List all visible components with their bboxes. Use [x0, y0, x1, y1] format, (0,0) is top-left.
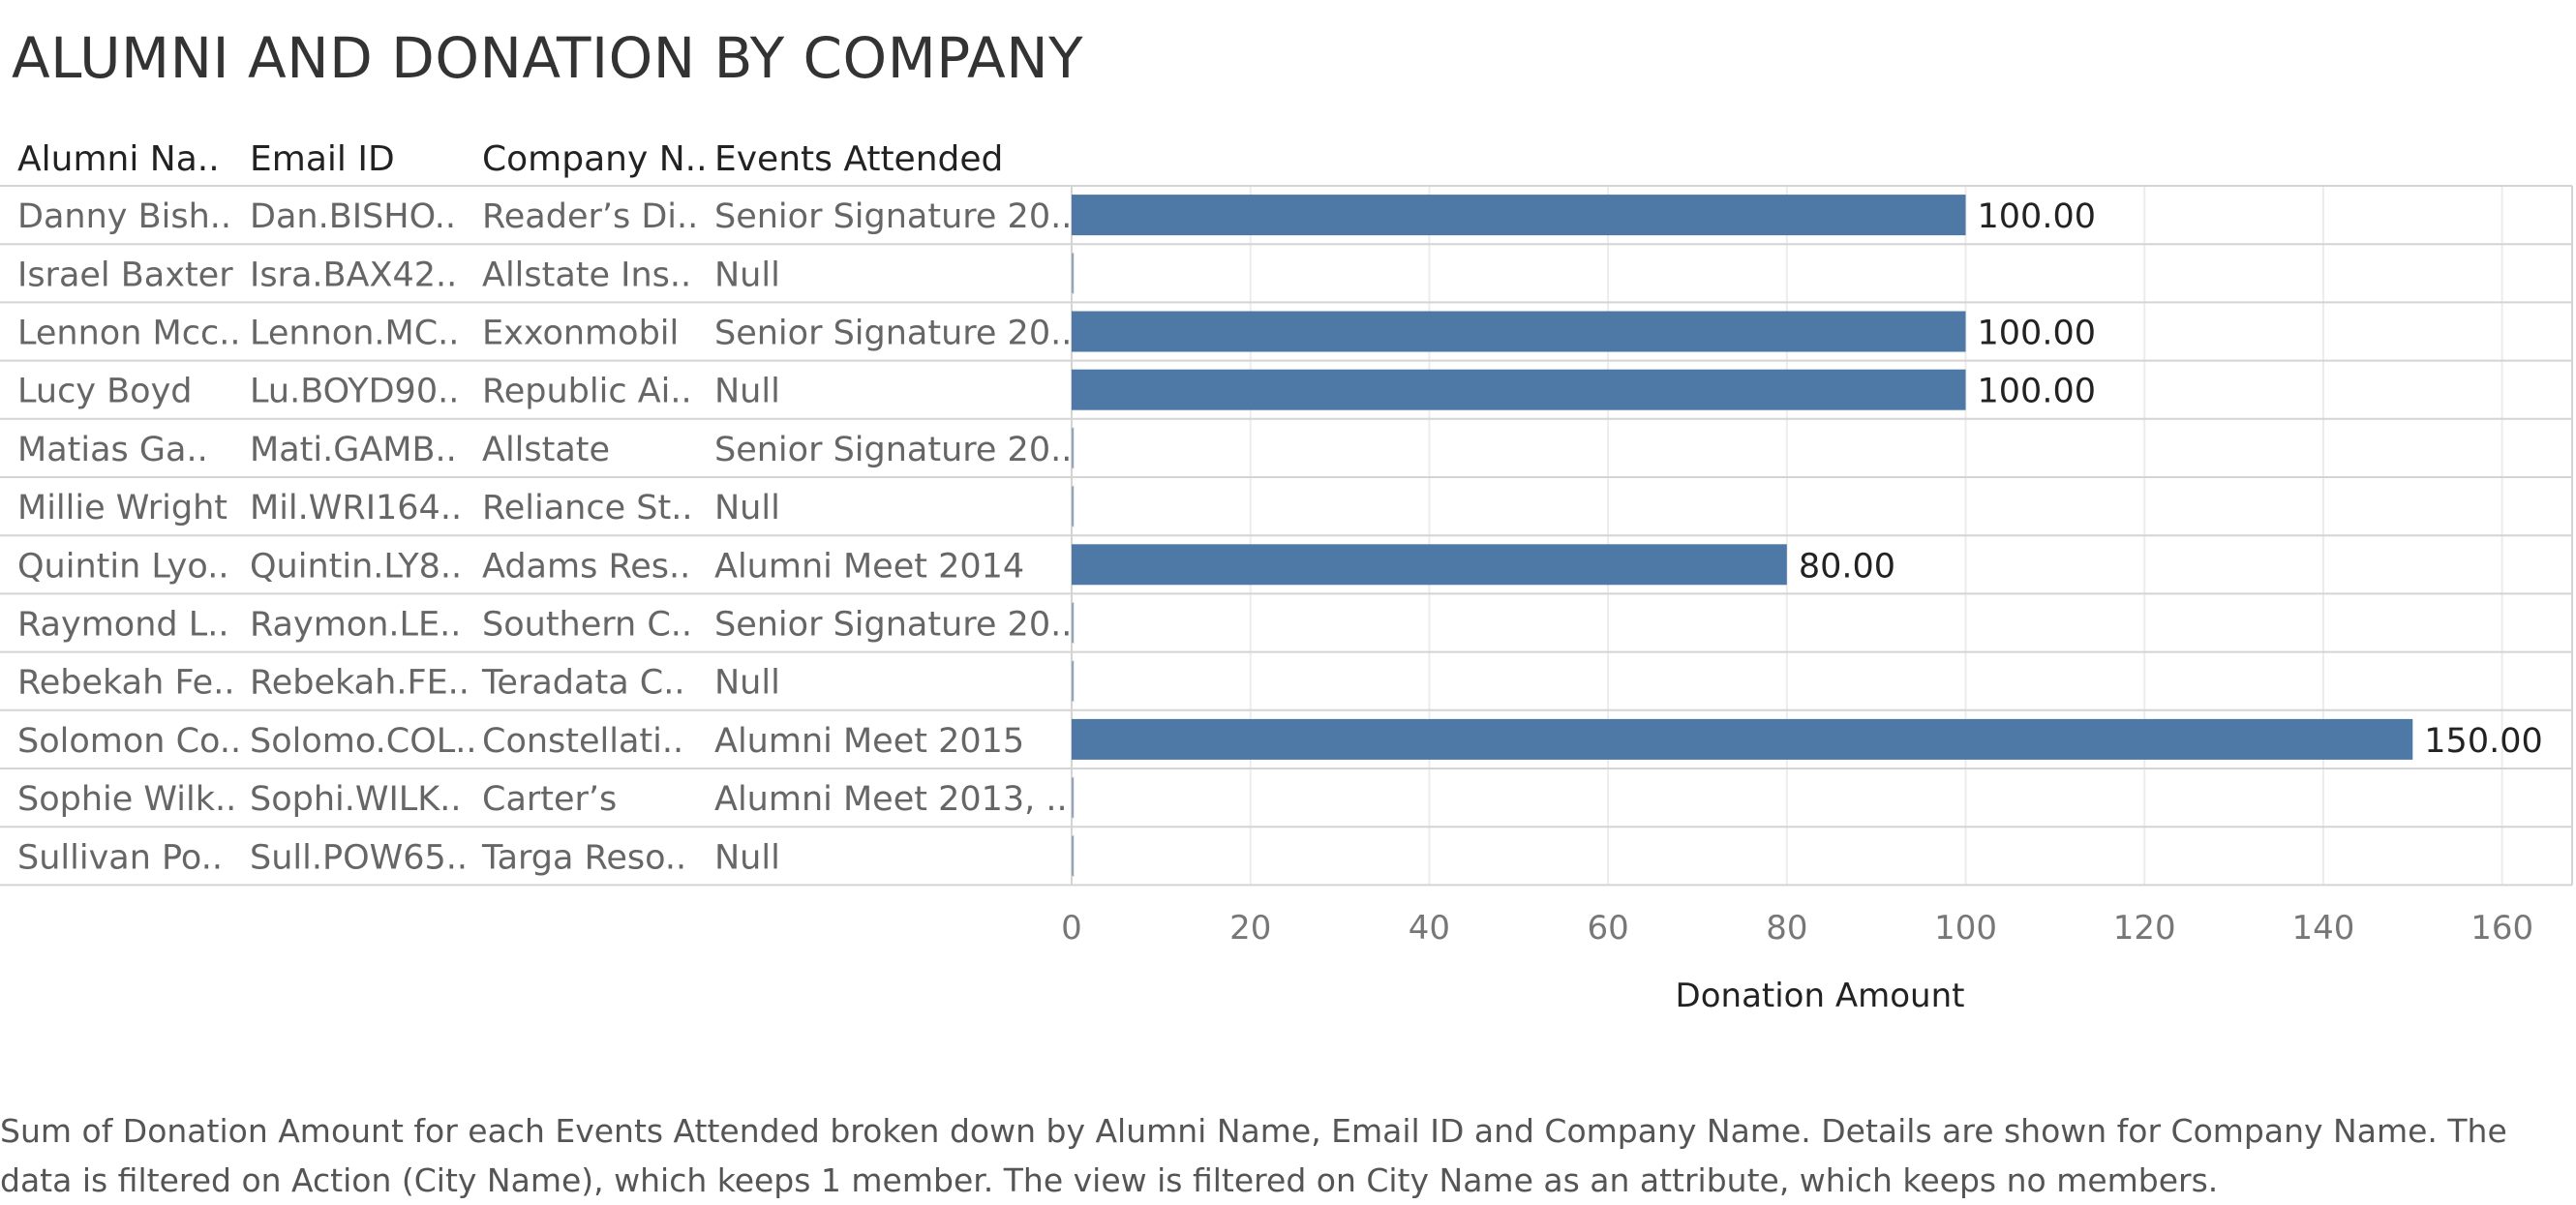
- bar: [1071, 427, 1075, 469]
- cell-alumni-name: Millie Wright: [17, 489, 227, 527]
- bar: [1071, 834, 1075, 877]
- header-email-id: Email ID: [250, 139, 395, 179]
- cell-alumni-name: Lucy Boyd: [17, 373, 193, 411]
- cell-events-attended: Alumni Meet 2015: [714, 722, 1024, 761]
- cell-alumni-name: Raymond L..: [17, 606, 229, 645]
- cell-company-name: Exxonmobil: [482, 315, 679, 353]
- bar: [1071, 602, 1075, 644]
- cell-alumni-name: Solomon Co..: [17, 722, 241, 761]
- cell-events-attended: Null: [714, 373, 780, 411]
- cell-alumni-name: Matias Ga..: [17, 431, 208, 469]
- header-company-name: Company N..: [482, 139, 708, 179]
- cell-events-attended: Alumni Meet 2014: [714, 547, 1024, 586]
- cell-company-name: Targa Reso..: [481, 838, 686, 877]
- cell-events-attended: Alumni Meet 2013, ..: [714, 780, 1068, 819]
- bar: [1071, 660, 1075, 703]
- chart-caption: Sum of Donation Amount for each Events A…: [0, 1112, 2507, 1199]
- cell-email-id: Rebekah.FE..: [250, 664, 470, 703]
- cell-email-id: Mil.WRI164..: [250, 489, 462, 527]
- row-borders: [0, 185, 2573, 887]
- column-headers: Alumni Na.. Email ID Company N.. Events Att…: [17, 139, 1003, 179]
- bar-value-label: 80.00: [1799, 547, 1895, 586]
- cell-alumni-name: Quintin Lyo..: [17, 547, 228, 586]
- x-tick-label: 20: [1229, 909, 1271, 948]
- x-axis-ticks: 0 20 40 60 80 100 120 140 160: [1061, 909, 2533, 948]
- bar: [1072, 311, 1966, 352]
- bar: [1072, 718, 2413, 760]
- x-tick-label: 40: [1409, 909, 1450, 948]
- x-tick-label: 0: [1061, 909, 1082, 948]
- bar-value-label: 100.00: [1978, 373, 2096, 411]
- x-tick-label: 100: [1934, 909, 1997, 948]
- cell-email-id: Lu.BOYD90..: [250, 373, 459, 411]
- bar-value-label: 150.00: [2424, 722, 2542, 761]
- cell-alumni-name: Danny Bish..: [17, 197, 231, 236]
- x-axis-label: Donation Amount: [1676, 977, 1965, 1015]
- cell-alumni-name: Sophie Wilk..: [17, 780, 236, 819]
- bars: [1071, 195, 2413, 877]
- x-tick-label: 80: [1766, 909, 1807, 948]
- cell-events-attended: Senior Signature 20..: [714, 431, 1072, 469]
- cell-company-name: Allstate: [482, 431, 610, 469]
- cell-company-name: Southern C..: [482, 606, 692, 645]
- cell-email-id: Raymon.LE..: [250, 606, 461, 645]
- cell-email-id: Sophi.WILK..: [250, 780, 462, 819]
- cell-events-attended: Senior Signature 20..: [714, 606, 1072, 645]
- cell-events-attended: Senior Signature 20..: [714, 197, 1072, 236]
- cell-email-id: Mati.GAMB..: [250, 431, 457, 469]
- x-tick-label: 140: [2291, 909, 2354, 948]
- cell-alumni-name: Israel Baxter: [17, 256, 233, 294]
- cell-email-id: Solomo.COL..: [250, 722, 477, 761]
- header-events-attended: Events Attended: [714, 139, 1003, 179]
- data-labels: 100.00 100.00 100.00 80.00 150.00: [1799, 197, 2543, 761]
- bar-value-label: 100.00: [1978, 197, 2096, 236]
- cell-email-id: Sull.POW65..: [250, 838, 468, 877]
- cell-email-id: Dan.BISHO..: [250, 197, 456, 236]
- header-alumni-name: Alumni Na..: [17, 139, 220, 179]
- bar: [1071, 776, 1075, 819]
- cell-company-name: Republic Ai..: [482, 373, 692, 411]
- cell-alumni-name: Rebekah Fe..: [17, 664, 234, 703]
- bar: [1071, 252, 1075, 294]
- cell-email-id: Isra.BAX42..: [250, 256, 457, 294]
- x-tick-label: 120: [2113, 909, 2176, 948]
- cell-events-attended: Senior Signature 20..: [714, 315, 1072, 353]
- cell-company-name: Allstate Ins..: [482, 256, 691, 294]
- cell-company-name: Teradata C..: [481, 664, 684, 703]
- bar: [1071, 485, 1075, 527]
- cell-company-name: Carter’s: [482, 780, 617, 819]
- cell-alumni-name: Sullivan Po..: [17, 838, 223, 877]
- bar: [1072, 544, 1787, 586]
- cell-company-name: Reader’s Di..: [482, 197, 698, 236]
- cell-company-name: Constellati..: [482, 722, 683, 761]
- cell-events-attended: Null: [714, 256, 780, 294]
- bar-chart: Alumni Na.. Email ID Company N.. Events Att…: [0, 139, 2573, 1015]
- x-tick-label: 160: [2470, 909, 2533, 948]
- cell-company-name: Adams Res..: [482, 547, 690, 586]
- cell-events-attended: Null: [714, 838, 780, 877]
- chart-title: ALUMNI AND DONATION BY COMPANY: [12, 25, 1084, 91]
- cell-company-name: Reliance St..: [482, 489, 692, 527]
- x-tick-label: 60: [1587, 909, 1628, 948]
- table-cells: Danny Bish.. Dan.BISHO.. Reader’s Di.. Seni…: [17, 197, 1072, 877]
- cell-events-attended: Null: [714, 489, 780, 527]
- cell-alumni-name: Lennon Mcc..: [17, 315, 240, 353]
- cell-email-id: Quintin.LY8..: [250, 547, 462, 586]
- bar: [1072, 195, 1966, 236]
- cell-email-id: Lennon.MC..: [250, 315, 459, 353]
- bar: [1072, 369, 1966, 410]
- bar-value-label: 100.00: [1978, 315, 2096, 353]
- cell-events-attended: Null: [714, 664, 780, 703]
